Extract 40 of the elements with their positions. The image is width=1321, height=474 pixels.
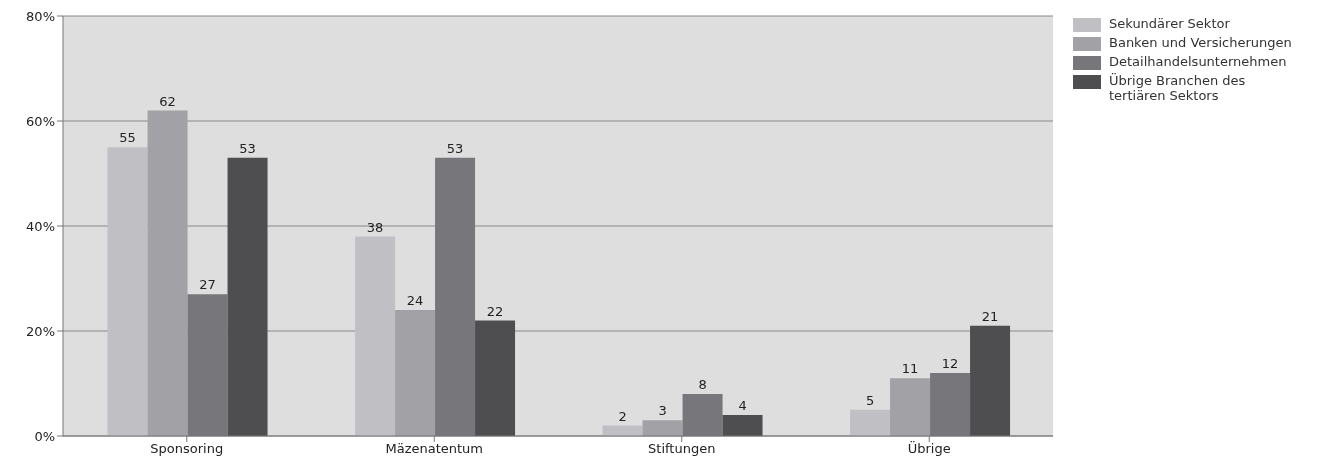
y-tick-label: 80% [26, 8, 55, 24]
data-label: 22 [486, 303, 504, 319]
legend-label: Banken und Versicherungen [1109, 35, 1292, 50]
bar [970, 325, 1011, 436]
data-label: 55 [119, 130, 136, 146]
data-label: 27 [199, 277, 216, 293]
data-label: 24 [406, 293, 424, 308]
x-tick-label: Übrige [907, 440, 951, 457]
data-label: 53 [239, 140, 256, 156]
bar [642, 420, 683, 436]
data-label: 62 [159, 93, 176, 109]
data-label: 2 [618, 408, 627, 424]
y-tick-label: 60% [26, 113, 55, 129]
data-label: 5 [865, 392, 875, 408]
legend-label: Übrige Branchen des tertiären Sektors [1109, 73, 1247, 103]
data-label: 3 [658, 403, 667, 419]
legend-label: Sekundärer Sektor [1109, 16, 1230, 31]
data-label: 53 [446, 140, 464, 156]
data-label: 4 [738, 398, 747, 413]
bar [107, 147, 148, 436]
bar [850, 409, 891, 436]
x-tick-label: Mäzenatentum [385, 441, 484, 457]
bar [890, 378, 931, 436]
y-tick-label: 40% [26, 218, 55, 234]
data-label: 12 [941, 356, 959, 371]
x-tick-label: Stiftungen [648, 441, 716, 457]
y-tick-label: 0% [34, 428, 55, 444]
bar [227, 157, 268, 436]
bar [147, 110, 188, 436]
data-label: 21 [981, 308, 999, 324]
bar [722, 415, 763, 436]
bar [355, 236, 396, 436]
data-label: 38 [366, 219, 384, 235]
data-label: 8 [698, 377, 707, 392]
bar [395, 310, 436, 436]
legend-label: Detailhandelsunternehmen [1109, 54, 1287, 69]
x-tick-label: Sponsoring [150, 441, 224, 457]
bar [475, 320, 516, 436]
y-tick-label: 20% [26, 323, 55, 339]
data-label: 11 [901, 361, 919, 377]
